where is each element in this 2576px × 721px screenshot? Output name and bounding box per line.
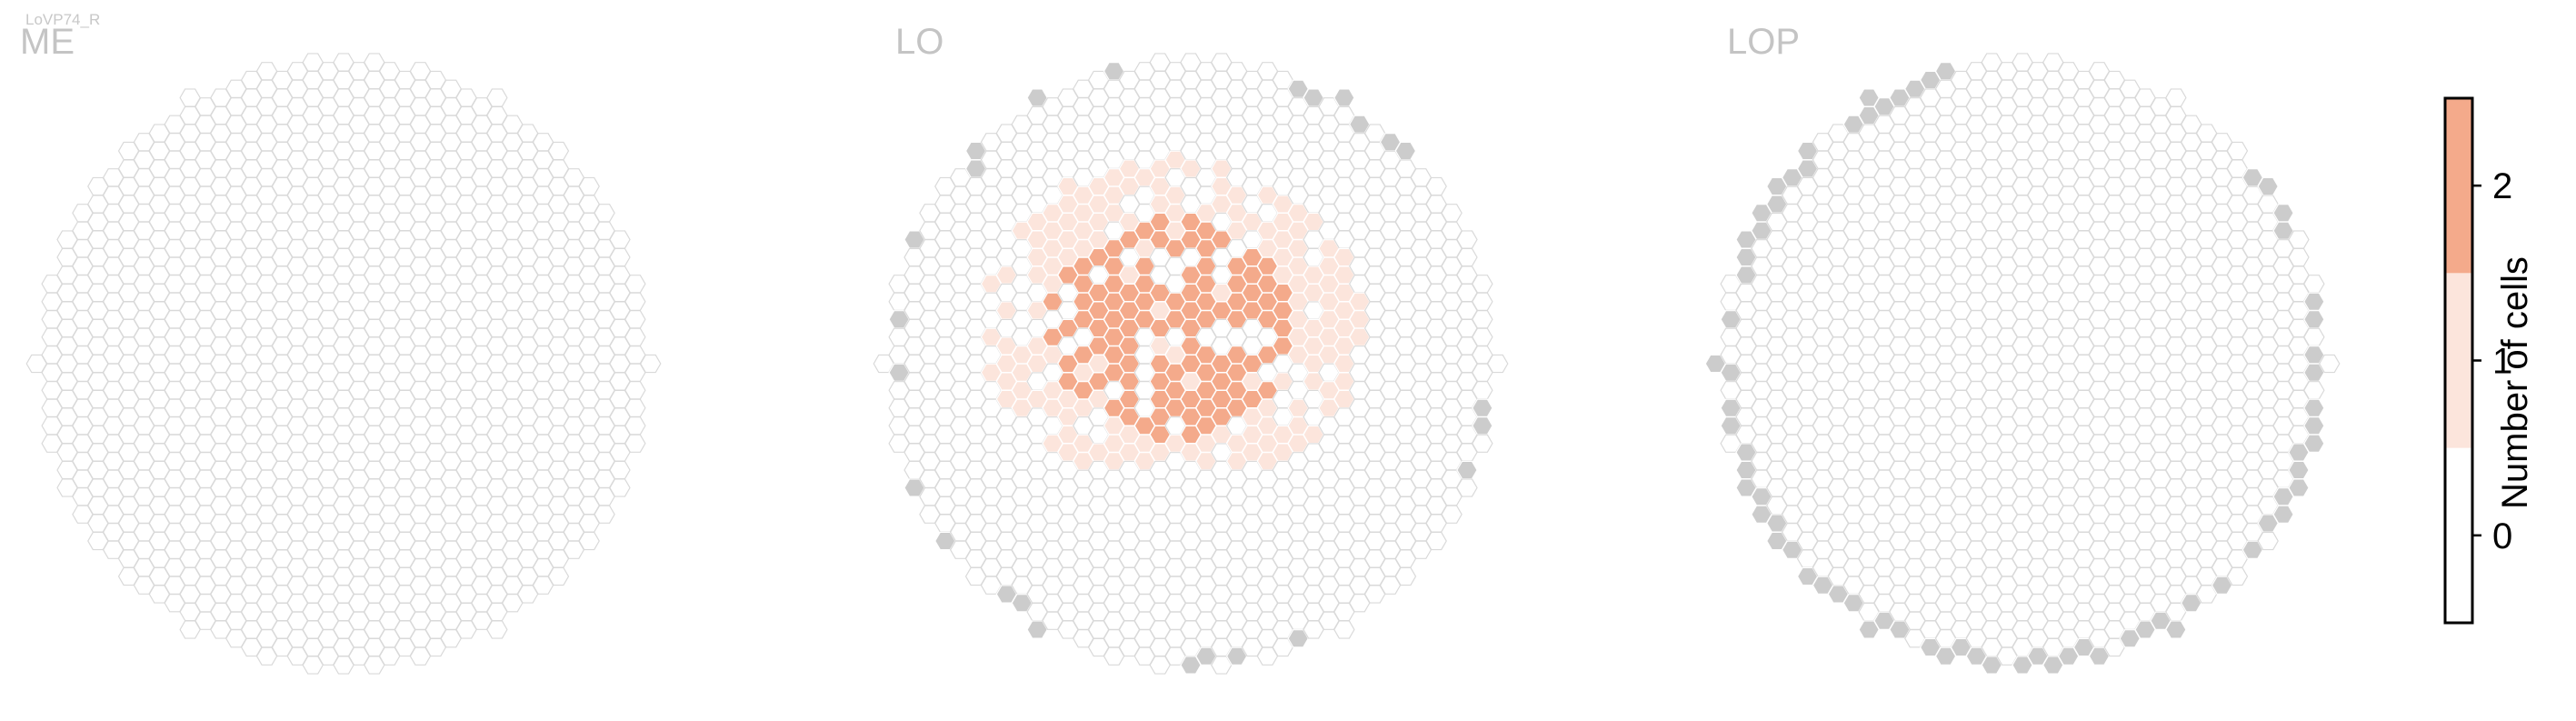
hex-cell-empty xyxy=(1472,381,1493,400)
colorbar-level-0 xyxy=(2445,447,2472,623)
hex-cell-empty xyxy=(486,620,508,639)
hex-cell-empty xyxy=(640,354,662,374)
hex-cell-empty xyxy=(2303,381,2325,400)
hex-cell-edge xyxy=(2272,505,2294,524)
hex-cell-empty xyxy=(1425,531,1447,551)
hex-cell-edge xyxy=(2288,460,2310,480)
hex-cell-empty xyxy=(624,416,646,436)
hex-cell-edge xyxy=(2303,310,2325,329)
hex-cell-empty xyxy=(1456,478,1478,497)
colorbar-tick-label: 2 xyxy=(2492,166,2512,206)
hex-cell-empty xyxy=(624,398,646,417)
hex-cell-empty xyxy=(1472,434,1493,453)
hex-cell-empty xyxy=(624,327,646,346)
colorbar-label: Number of cells xyxy=(2495,256,2535,509)
hex-cell-empty xyxy=(609,460,631,480)
hex-cell-edge xyxy=(1472,398,1493,417)
hex-cell-empty xyxy=(2303,275,2325,294)
colorbar-tick-label: 1 xyxy=(2492,342,2512,382)
hex-map-lo xyxy=(873,53,1509,675)
hex-cell-edge xyxy=(1333,88,1355,107)
hex-cell-empty xyxy=(2288,230,2310,249)
hex-cell-empty xyxy=(1333,620,1355,639)
hex-cell-empty xyxy=(578,531,600,551)
hex-cell-empty xyxy=(1456,230,1478,249)
hex-cell-edge xyxy=(2288,478,2310,497)
hex-cell-empty xyxy=(547,141,570,161)
hex-cell-edge xyxy=(2257,176,2279,196)
hex-cell-edge xyxy=(1394,141,1417,161)
hex-cell-empty xyxy=(624,434,646,453)
hex-cell-empty xyxy=(624,292,646,311)
hex-cell-empty xyxy=(609,230,631,249)
hex-cell-empty xyxy=(2226,141,2249,161)
hex-cell-edge xyxy=(2303,398,2325,417)
hex-cell-edge xyxy=(2303,292,2325,311)
hex-cell-empty xyxy=(486,88,508,107)
hex-map-me xyxy=(25,53,662,675)
hex-cell-empty xyxy=(1472,275,1493,294)
hex-cell-empty xyxy=(2257,531,2279,551)
panel-title-lop: LOP xyxy=(1727,22,1801,62)
hex-cell-empty xyxy=(1487,354,1509,374)
colorbar: 0 1 2 xyxy=(2443,96,2512,625)
hex-cell-empty xyxy=(624,381,646,400)
hex-cell-edge xyxy=(1456,460,1478,480)
hex-cell-empty xyxy=(1472,310,1493,329)
hex-cell-empty xyxy=(624,275,646,294)
hex-cell-empty xyxy=(2226,566,2249,586)
hex-cell-empty xyxy=(1441,505,1463,524)
hex-cell-empty xyxy=(594,505,615,524)
hex-cell-empty xyxy=(594,204,615,223)
hex-cell-empty xyxy=(624,310,646,329)
hex-cell-edge xyxy=(2303,434,2325,453)
figure-subtitle: LoVP74_R xyxy=(25,11,101,28)
hex-cell-empty xyxy=(1472,292,1493,311)
panel-title-lo: LO xyxy=(895,22,944,62)
hex-cell-empty xyxy=(2165,88,2187,107)
hex-cell-empty xyxy=(1472,327,1493,346)
hex-cell-empty xyxy=(1441,204,1463,223)
hex-cell-empty xyxy=(609,247,631,267)
hex-cell-empty xyxy=(1425,176,1447,196)
hex-cell-edge xyxy=(2272,204,2294,223)
colorbar-level-2 xyxy=(2445,98,2472,274)
panel-title-me: ME xyxy=(20,22,75,62)
hex-map-lop xyxy=(1704,53,2341,675)
hex-cell-empty xyxy=(2319,354,2341,374)
hex-cell-empty xyxy=(578,176,600,196)
hex-cell-edge xyxy=(1472,416,1493,436)
hex-cell-empty xyxy=(1394,566,1417,586)
hex-cell-empty xyxy=(1456,247,1478,267)
hex-cell-edge xyxy=(2303,416,2325,436)
hex-cell-empty xyxy=(2303,327,2325,346)
hex-cell-empty xyxy=(609,478,631,497)
colorbar-tick-label: 0 xyxy=(2492,516,2512,556)
colorbar-level-1 xyxy=(2445,273,2472,448)
hex-cell-empty xyxy=(547,566,570,586)
hex-cell-empty xyxy=(2288,247,2310,267)
hex-cell-edge xyxy=(2165,620,2187,639)
